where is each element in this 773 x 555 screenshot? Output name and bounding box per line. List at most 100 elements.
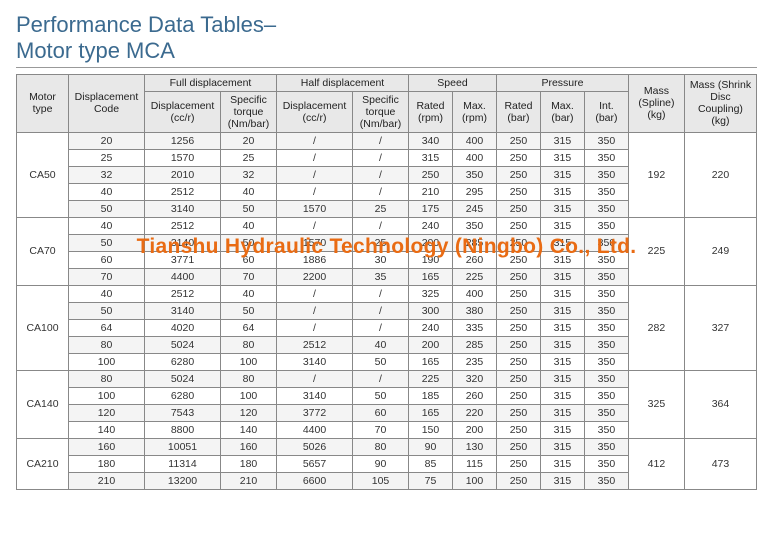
page-title: Performance Data Tables– Motor type MCA [16, 12, 757, 68]
data-cell: 350 [584, 387, 628, 404]
data-cell: 160 [221, 438, 277, 455]
data-cell: 200 [452, 421, 496, 438]
data-cell: 315 [540, 336, 584, 353]
data-cell: 2512 [145, 183, 221, 200]
data-cell: 315 [540, 217, 584, 234]
mass-spline-cell: 412 [628, 438, 684, 489]
data-cell: 350 [584, 132, 628, 149]
data-cell: 380 [452, 302, 496, 319]
data-cell: 25 [353, 200, 409, 217]
data-cell: 3140 [145, 234, 221, 251]
data-cell: 40 [353, 336, 409, 353]
data-cell: 3140 [277, 353, 353, 370]
data-cell: 8800 [145, 421, 221, 438]
data-cell: 50 [221, 302, 277, 319]
hdr-disp-code: Displacement Code [68, 74, 144, 132]
data-cell: 400 [452, 285, 496, 302]
data-cell: 260 [452, 387, 496, 404]
hdr-motor-type: Motor type [17, 74, 69, 132]
data-cell: 180 [221, 455, 277, 472]
data-cell: 340 [409, 132, 453, 149]
data-cell: 50 [68, 200, 144, 217]
data-cell: 350 [584, 285, 628, 302]
data-cell: 315 [540, 251, 584, 268]
data-cell: 250 [496, 438, 540, 455]
data-cell: 2512 [145, 285, 221, 302]
motor-type-cell: CA100 [17, 285, 69, 370]
data-cell: 40 [221, 183, 277, 200]
data-cell: 5026 [277, 438, 353, 455]
data-cell: 250 [409, 166, 453, 183]
data-cell: 350 [584, 166, 628, 183]
data-cell: 350 [584, 404, 628, 421]
mass-spline-cell: 192 [628, 132, 684, 217]
mass-shrink-cell: 220 [684, 132, 756, 217]
data-cell: 250 [496, 404, 540, 421]
data-cell: 105 [353, 472, 409, 489]
data-cell: 250 [496, 268, 540, 285]
table-row: CA10040251240//325400250315350282327 [17, 285, 757, 302]
data-cell: / [353, 285, 409, 302]
data-cell: 315 [540, 183, 584, 200]
data-cell: / [277, 319, 353, 336]
data-cell: 40 [221, 285, 277, 302]
data-cell: / [277, 166, 353, 183]
data-cell: 250 [496, 183, 540, 200]
hdr-pressure: Pressure [496, 74, 628, 91]
data-cell: 4020 [145, 319, 221, 336]
data-cell: 285 [452, 234, 496, 251]
data-cell: / [277, 302, 353, 319]
data-cell: 185 [409, 387, 453, 404]
data-cell: 100 [221, 387, 277, 404]
data-cell: 315 [409, 149, 453, 166]
data-cell: 40 [68, 285, 144, 302]
data-cell: 250 [496, 336, 540, 353]
hdr-rated-rpm: Rated (rpm) [409, 91, 453, 132]
motor-type-cell: CA70 [17, 217, 69, 285]
data-cell: 80 [221, 370, 277, 387]
data-cell: 225 [452, 268, 496, 285]
data-cell: 50 [68, 302, 144, 319]
hdr-rated-bar: Rated (bar) [496, 91, 540, 132]
data-cell: 350 [584, 353, 628, 370]
data-cell: 25 [353, 234, 409, 251]
data-cell: 315 [540, 319, 584, 336]
data-cell: 240 [409, 217, 453, 234]
data-cell: 350 [584, 217, 628, 234]
data-cell: 250 [496, 370, 540, 387]
data-cell: 250 [496, 149, 540, 166]
data-cell: 240 [409, 319, 453, 336]
data-cell: 175 [409, 200, 453, 217]
data-cell: 64 [221, 319, 277, 336]
data-cell: 80 [68, 370, 144, 387]
data-cell: 350 [584, 149, 628, 166]
data-cell: 100 [68, 353, 144, 370]
data-cell: 50 [353, 353, 409, 370]
data-cell: 6600 [277, 472, 353, 489]
data-cell: 165 [409, 268, 453, 285]
data-cell: 315 [540, 455, 584, 472]
data-cell: 90 [353, 455, 409, 472]
table-row: CA21016010051160502680901302503153504124… [17, 438, 757, 455]
data-cell: 400 [452, 132, 496, 149]
data-cell: 315 [540, 200, 584, 217]
data-cell: 64 [68, 319, 144, 336]
data-cell: 250 [496, 251, 540, 268]
table-header: Motor type Displacement Code Full displa… [17, 74, 757, 132]
data-cell: 250 [496, 166, 540, 183]
data-cell: / [353, 217, 409, 234]
mass-shrink-cell: 364 [684, 370, 756, 438]
data-cell: 350 [584, 438, 628, 455]
hdr-max-rpm: Max. (rpm) [452, 91, 496, 132]
data-cell: 115 [452, 455, 496, 472]
data-cell: 25 [221, 149, 277, 166]
data-cell: / [353, 183, 409, 200]
data-cell: 250 [496, 200, 540, 217]
data-cell: 315 [540, 387, 584, 404]
data-cell: 250 [496, 319, 540, 336]
data-cell: 40 [68, 217, 144, 234]
data-cell: / [353, 166, 409, 183]
data-cell: 80 [68, 336, 144, 353]
data-cell: 315 [540, 285, 584, 302]
data-cell: 75 [409, 472, 453, 489]
